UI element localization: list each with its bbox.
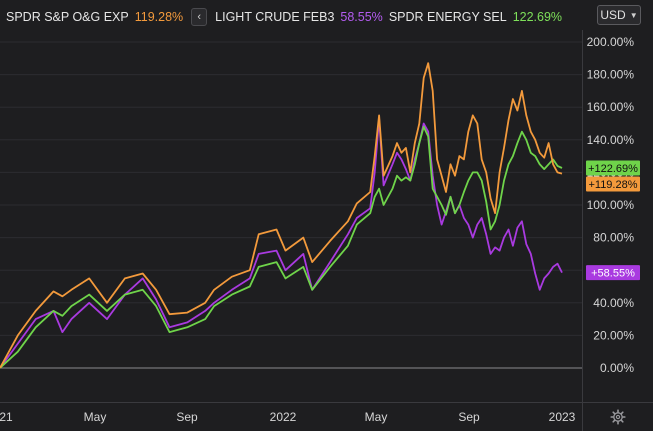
chevron-down-icon: ▼ — [629, 10, 638, 20]
legend-name: SPDR S&P O&G EXP — [6, 10, 129, 24]
last-value-label: +58.55% — [591, 268, 635, 280]
last-value-label: +122.69% — [588, 163, 638, 175]
currency-dropdown[interactable]: USD ▼ — [597, 5, 641, 25]
y-tick-label: 180.00% — [587, 68, 635, 82]
x-tick-label: May — [84, 410, 107, 424]
legend-value: 122.69% — [512, 10, 563, 24]
currency-label: USD — [600, 8, 626, 22]
y-tick-label: 200.00% — [587, 35, 635, 49]
series-line — [0, 117, 563, 369]
last-value-label: +119.28% — [588, 179, 637, 191]
last-value-badge: +58.55% — [586, 265, 640, 281]
x-tick-label: May — [365, 410, 388, 424]
chart-legend: SPDR S&P O&G EXP 119.28% ‹ LIGHT CRUDE F… — [6, 8, 568, 26]
y-tick-label: 140.00% — [587, 133, 635, 147]
gear-icon[interactable] — [608, 407, 628, 427]
last-value-badge: +122.69% — [586, 160, 640, 176]
x-tick-label: Sep — [176, 410, 198, 424]
legend-value: 119.28% — [134, 10, 184, 24]
y-tick-label: 100.00% — [587, 198, 635, 212]
y-tick-label: 40.00% — [593, 296, 634, 310]
x-tick-label: 21 — [0, 410, 13, 424]
legend-item-light-crude[interactable]: LIGHT CRUDE FEB3 58.55% — [215, 10, 389, 24]
x-tick-label: Sep — [458, 410, 480, 424]
legend-item-energy-sel[interactable]: SPDR ENERGY SEL 122.69% — [389, 10, 568, 24]
y-tick-label: 160.00% — [587, 100, 635, 114]
x-tick-label: 2022 — [270, 410, 297, 424]
y-tick-label: 80.00% — [593, 231, 634, 245]
series-line — [0, 125, 563, 369]
legend-item-og-exp[interactable]: SPDR S&P O&G EXP 119.28% — [6, 10, 189, 24]
collapse-legend-arrow-icon[interactable]: ‹ — [191, 8, 208, 26]
x-tick-label: 2023 — [549, 410, 576, 424]
y-tick-label: 20.00% — [593, 328, 634, 342]
series-line — [0, 62, 563, 369]
legend-name: SPDR ENERGY SEL — [388, 10, 507, 24]
y-tick-label: 0.00% — [600, 361, 634, 375]
last-value-badge: +119.28% — [586, 176, 640, 192]
legend-value: 58.55% — [340, 10, 383, 24]
legend-name: LIGHT CRUDE FEB3 — [215, 10, 335, 24]
